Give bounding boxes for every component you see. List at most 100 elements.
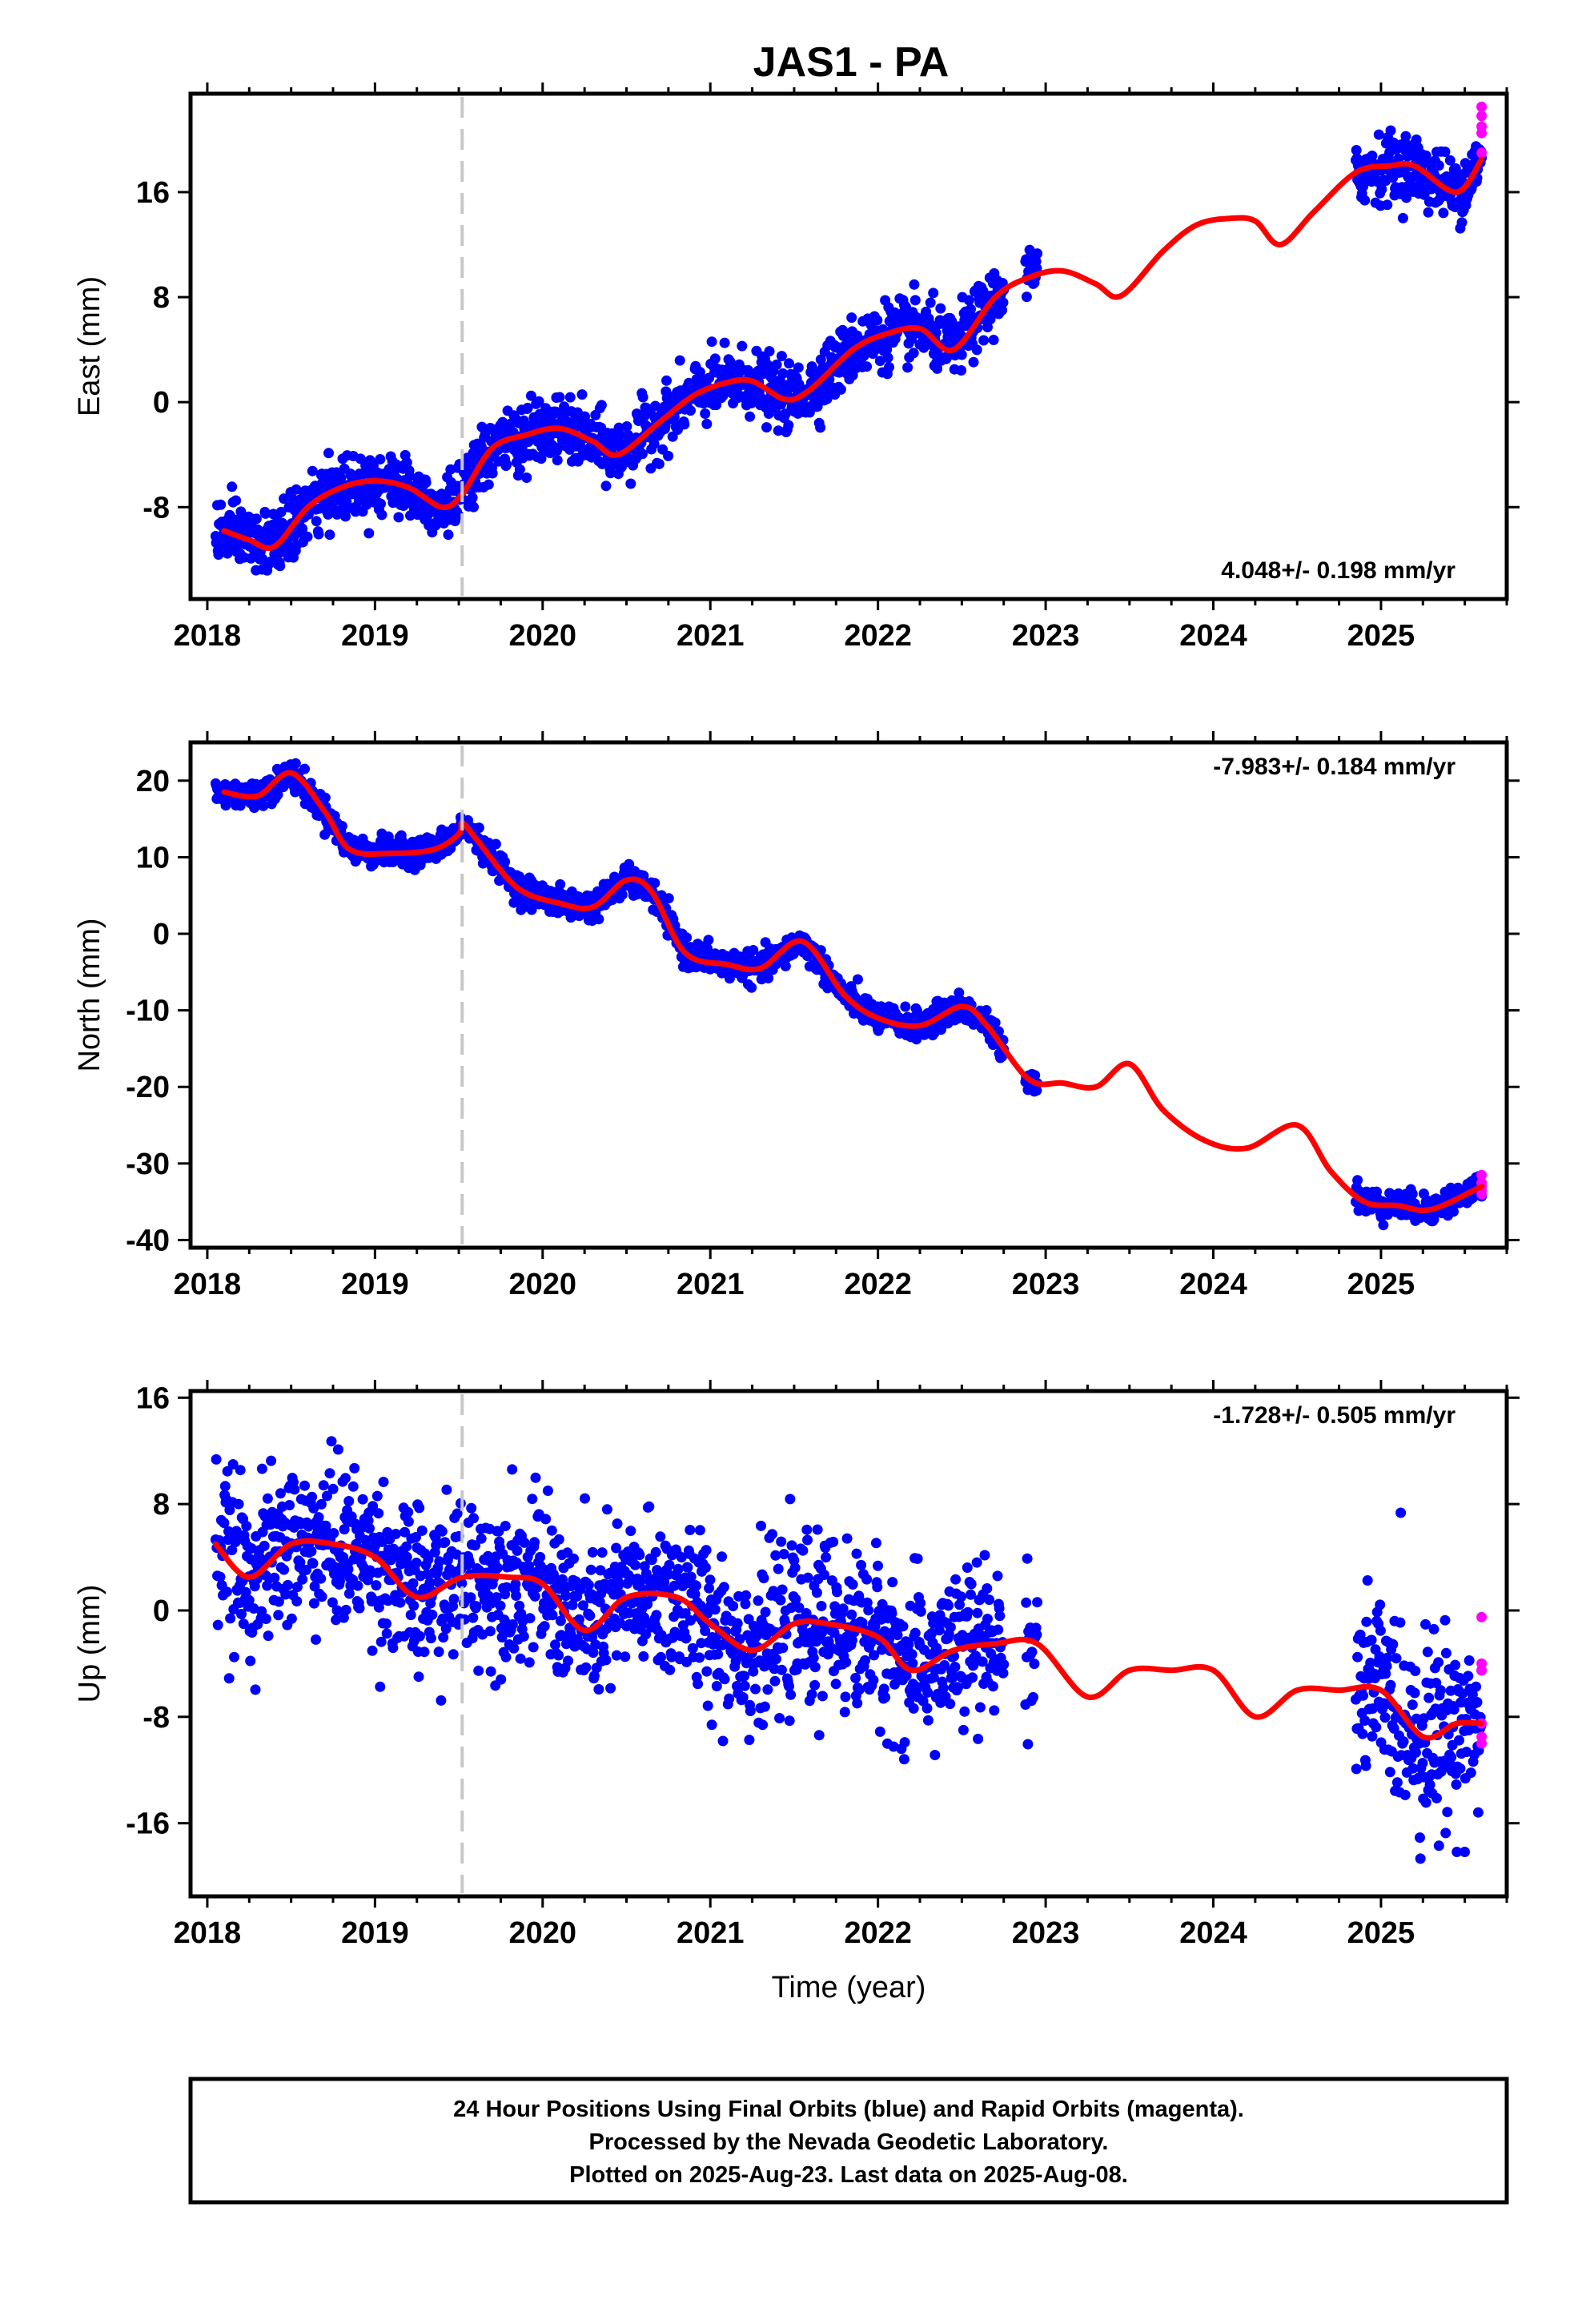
up-final-orbit-point (343, 1496, 355, 1506)
up-final-orbit-point (424, 1577, 436, 1588)
up-final-orbit-point (945, 1699, 956, 1710)
up-final-orbit-point (524, 1613, 536, 1624)
up-final-orbit-point (739, 1671, 750, 1682)
east-final-orbit-point (307, 465, 318, 476)
up-final-orbit-point (331, 1605, 343, 1616)
up-final-orbit-point (367, 1501, 379, 1512)
up-final-orbit-point (542, 1486, 553, 1496)
up-final-orbit-point (328, 1528, 339, 1538)
up-final-orbit-point (215, 1571, 226, 1582)
up-final-orbit-point (926, 1628, 938, 1638)
east-final-orbit-point (1450, 163, 1461, 174)
east-final-orbit-point (235, 506, 247, 517)
up-final-orbit-point (974, 1702, 986, 1713)
east-final-orbit-point (706, 336, 717, 348)
east-rapid-orbit-point (1476, 101, 1488, 112)
up-final-orbit-point (588, 1647, 599, 1659)
up-final-orbit-point (784, 1715, 795, 1727)
east-final-orbit-point (968, 356, 979, 368)
up-final-orbit-point (713, 1649, 724, 1660)
up-final-orbit-point (928, 1672, 939, 1683)
up-final-orbit-point (887, 1577, 898, 1588)
up-final-orbit-point (273, 1610, 284, 1621)
up-final-orbit-point (685, 1571, 697, 1582)
up-final-orbit-point (279, 1564, 290, 1575)
up-final-orbit-point (785, 1689, 797, 1700)
up-final-orbit-point (241, 1521, 252, 1532)
up-final-orbit-point (812, 1524, 823, 1535)
up-final-orbit-point (1366, 1634, 1377, 1646)
up-final-orbit-point (694, 1652, 705, 1663)
up-final-orbit-point (367, 1645, 378, 1656)
east-final-orbit-point (882, 352, 893, 364)
north-final-orbit-point (473, 822, 484, 834)
up-final-orbit-point (987, 1681, 998, 1692)
up-final-orbit-point (687, 1642, 698, 1654)
east-final-orbit-point (719, 337, 730, 348)
up-final-orbit-point (629, 1559, 640, 1570)
up-final-orbit-point (966, 1589, 976, 1600)
up-final-orbit-point (411, 1558, 422, 1568)
east-model-curve (221, 156, 1485, 551)
up-final-orbit-point (770, 1550, 781, 1561)
up-final-orbit-point (411, 1532, 421, 1542)
up-final-orbit-point (539, 1621, 550, 1632)
up-final-orbit-point (390, 1529, 401, 1539)
up-final-orbit-point (308, 1502, 319, 1514)
up-final-orbit-point (793, 1602, 805, 1613)
up-final-orbit-point (315, 1573, 327, 1584)
north-final-orbit-point (272, 789, 283, 800)
up-final-orbit-point (611, 1650, 622, 1661)
up-final-orbit-point (770, 1654, 781, 1665)
up-final-orbit-point (790, 1594, 801, 1605)
up-data-layer (210, 1436, 1488, 1864)
up-final-orbit-point (1371, 1722, 1382, 1733)
north-x-tick-label: 2020 (509, 1268, 577, 1301)
up-final-orbit-point (655, 1531, 666, 1542)
up-final-orbit-point (702, 1700, 713, 1711)
up-final-orbit-point (515, 1653, 526, 1664)
up-final-orbit-point (873, 1560, 883, 1571)
up-final-orbit-point (373, 1508, 384, 1519)
up-final-orbit-point (809, 1679, 821, 1691)
up-final-orbit-point (295, 1557, 306, 1568)
up-final-orbit-point (507, 1464, 518, 1475)
up-final-orbit-point (934, 1625, 945, 1636)
east-final-orbit-point (745, 411, 756, 422)
up-final-orbit-point (1375, 1599, 1386, 1610)
north-final-orbit-point (649, 878, 661, 889)
up-final-orbit-point (555, 1615, 566, 1626)
up-final-orbit-point (801, 1524, 813, 1535)
north-y-tick-label: -20 (126, 1071, 170, 1104)
east-final-orbit-point (393, 512, 404, 523)
up-final-orbit-point (732, 1618, 743, 1629)
up-final-orbit-point (971, 1557, 982, 1568)
up-final-orbit-point (326, 1436, 337, 1447)
east-final-orbit-point (701, 418, 713, 429)
up-final-orbit-point (605, 1683, 616, 1694)
up-final-orbit-point (364, 1523, 375, 1534)
east-final-orbit-point (625, 478, 636, 489)
east-final-orbit-point (637, 392, 648, 403)
east-final-orbit-point (978, 335, 990, 346)
up-final-orbit-point (635, 1576, 646, 1587)
east-final-orbit-point (725, 356, 736, 368)
up-final-orbit-point (403, 1516, 414, 1527)
up-final-orbit-point (491, 1592, 502, 1603)
east-final-orbit-point (251, 513, 262, 525)
up-final-orbit-point (908, 1703, 919, 1714)
up-final-orbit-point (408, 1600, 420, 1611)
up-final-orbit-point (441, 1484, 452, 1495)
east-final-orbit-point (1433, 160, 1444, 171)
up-final-orbit-point (1357, 1728, 1368, 1739)
east-final-orbit-point (605, 468, 616, 479)
up-final-orbit-point (452, 1508, 463, 1519)
east-final-orbit-point (781, 388, 793, 399)
north-y-axis-label: North (mm) (73, 918, 106, 1072)
north-final-orbit-point (780, 960, 791, 971)
up-final-orbit-point (601, 1504, 612, 1515)
east-final-orbit-point (963, 295, 974, 306)
up-final-orbit-point (256, 1463, 267, 1474)
up-final-orbit-point (306, 1546, 317, 1557)
up-final-orbit-point (850, 1672, 861, 1683)
